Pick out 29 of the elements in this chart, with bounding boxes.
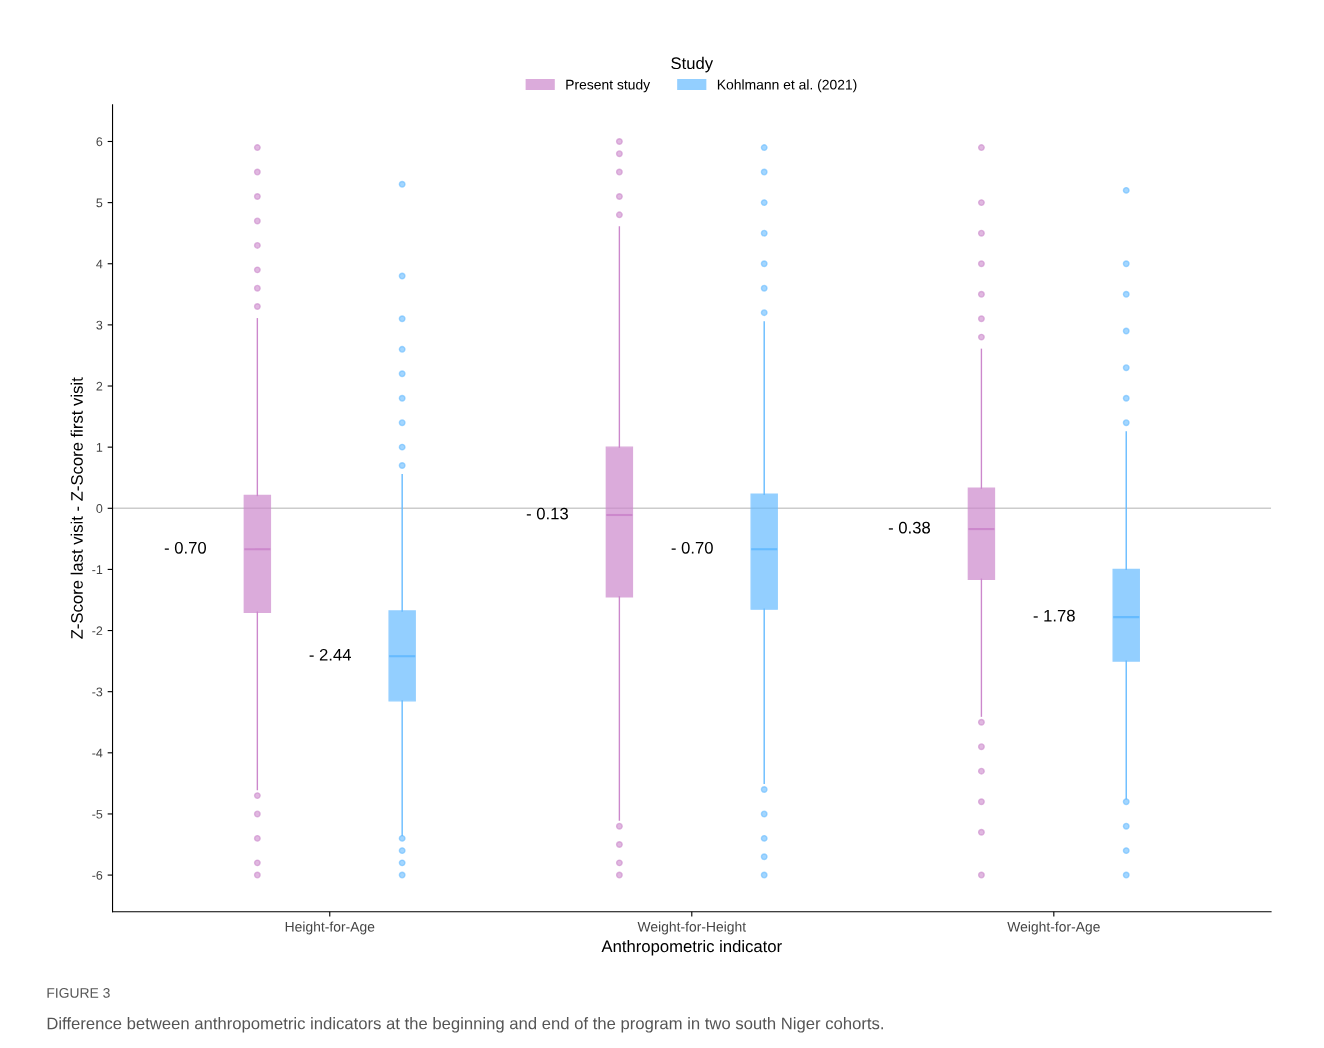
y-tick-label: -1 bbox=[92, 565, 103, 574]
y-tick-label: 3 bbox=[96, 320, 103, 330]
caption: FIGURE 3 bbox=[47, 988, 110, 998]
annotation: - 0.13 bbox=[526, 507, 568, 520]
annotation: - 1.78 bbox=[1033, 609, 1075, 622]
y-tick-label: -2 bbox=[92, 626, 103, 636]
x-axis-title: Anthropometric indicator bbox=[601, 939, 782, 956]
y-tick-label: -5 bbox=[92, 809, 103, 819]
y-tick-label: 2 bbox=[96, 381, 103, 391]
x-tick-label: Weight-for-Height bbox=[637, 921, 746, 935]
y-tick-label: -4 bbox=[92, 748, 103, 758]
annotation: - 0.70 bbox=[671, 541, 713, 554]
y-tick-label: 5 bbox=[96, 198, 103, 208]
legend-title: Study bbox=[671, 56, 714, 73]
legend-label: Kohlmann et al. (2021) bbox=[717, 79, 857, 93]
annotation: - 0.70 bbox=[164, 541, 207, 554]
y-tick-label: 0 bbox=[96, 504, 103, 513]
y-tick-label: -6 bbox=[92, 870, 103, 880]
annotation: - 0.38 bbox=[888, 521, 931, 534]
x-tick-label: Weight-for-Age bbox=[1007, 921, 1100, 935]
y-tick-label: -3 bbox=[92, 687, 103, 697]
text: Difference between anthropometric indicators at the beginning and end of the program in two south Niger cohorts. bbox=[47, 1017, 883, 1033]
y-tick-label: 1 bbox=[96, 443, 103, 452]
x-tick-label: Height-for-Age bbox=[285, 921, 375, 935]
y-axis-title: Z-Score last visit - Z-Score first visit bbox=[70, 377, 83, 639]
y-tick-label: 6 bbox=[96, 137, 103, 147]
legend-label: Present study bbox=[566, 79, 651, 93]
y-tick-label: 4 bbox=[96, 259, 103, 269]
annotation: - 2.44 bbox=[309, 648, 351, 661]
